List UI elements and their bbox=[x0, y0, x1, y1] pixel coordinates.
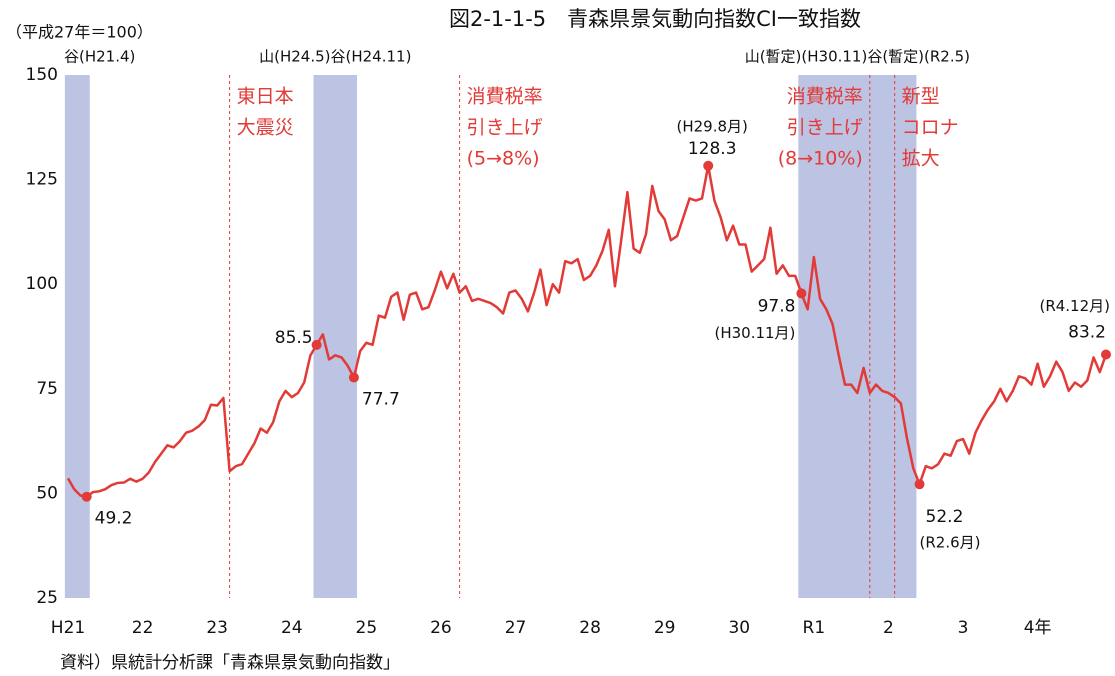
highlight-point bbox=[703, 160, 714, 171]
data-label: 128.3 bbox=[688, 139, 737, 159]
x-tick-label: 24 bbox=[281, 618, 303, 638]
event-label: (5→8%) bbox=[467, 148, 540, 170]
shade-label: 山(暫定)(H30.11)谷(暫定)(R2.5) bbox=[745, 48, 970, 66]
data-note: (H29.8月) bbox=[677, 117, 748, 135]
data-note: (H30.11月) bbox=[714, 324, 795, 342]
data-line bbox=[66, 164, 1108, 498]
shade-band bbox=[313, 75, 358, 598]
shade-band bbox=[64, 75, 90, 598]
highlight-point bbox=[914, 479, 925, 490]
event-label: (8→10%) bbox=[778, 148, 863, 170]
data-label: 83.2 bbox=[1068, 322, 1106, 342]
event-label: 東日本 bbox=[237, 86, 294, 108]
shade-label: 谷(H21.4) bbox=[64, 48, 135, 66]
y-tick-label: 100 bbox=[26, 274, 58, 294]
y-tick-label: 50 bbox=[36, 483, 58, 503]
highlight-point bbox=[1101, 349, 1111, 360]
event-label: 引き上げ bbox=[467, 117, 543, 139]
shade-band bbox=[798, 75, 917, 598]
y-tick-label: 125 bbox=[26, 170, 58, 190]
highlight-point bbox=[311, 339, 322, 350]
event-label: 大震災 bbox=[237, 117, 294, 139]
data-label: 85.5 bbox=[275, 328, 313, 348]
data-label: 52.2 bbox=[926, 507, 964, 527]
x-tick-label: R1 bbox=[803, 618, 826, 638]
x-tick-label: 30 bbox=[728, 618, 750, 638]
x-tick-label: 29 bbox=[654, 618, 676, 638]
data-label: 97.8 bbox=[758, 296, 796, 316]
event-label: 引き上げ bbox=[787, 117, 863, 139]
shade-label: 山(H24.5)谷(H24.11) bbox=[259, 48, 411, 66]
highlight-point bbox=[81, 491, 92, 502]
event-label: 拡大 bbox=[902, 148, 940, 170]
x-tick-label: H21 bbox=[51, 618, 85, 638]
data-note: (R2.6月) bbox=[920, 534, 981, 552]
unit-label: （平成27年＝100） bbox=[6, 23, 153, 42]
x-tick-label: 22 bbox=[132, 618, 154, 638]
y-tick-label: 25 bbox=[36, 588, 58, 608]
x-tick-label: 4年 bbox=[1024, 618, 1052, 638]
x-tick-label: 25 bbox=[356, 618, 378, 638]
y-tick-label: 150 bbox=[26, 65, 58, 85]
shading-layer bbox=[64, 75, 917, 598]
source-note: 資料）県統計分析課「青森県景気動向指数」 bbox=[60, 653, 400, 673]
x-tick-label: 28 bbox=[579, 618, 601, 638]
highlight-point bbox=[796, 288, 807, 299]
y-tick-label: 75 bbox=[36, 379, 58, 399]
x-tick-label: 2 bbox=[883, 618, 894, 638]
highlight-point bbox=[348, 372, 359, 383]
x-tick-label: 3 bbox=[958, 618, 969, 638]
event-label: コロナ bbox=[902, 117, 959, 139]
chart-title: 図2-1-1-5 青森県景気動向指数CI一致指数 bbox=[449, 7, 861, 31]
x-tick-label: 23 bbox=[206, 618, 228, 638]
event-label: 消費税率 bbox=[787, 86, 863, 108]
x-tick-label: 26 bbox=[430, 618, 452, 638]
data-label: 49.2 bbox=[95, 509, 133, 529]
x-tick-label: 27 bbox=[505, 618, 527, 638]
event-label: 新型 bbox=[902, 86, 940, 108]
event-label: 消費税率 bbox=[467, 86, 543, 108]
data-label: 77.7 bbox=[362, 390, 400, 410]
data-note: (R4.12月) bbox=[1039, 297, 1110, 315]
